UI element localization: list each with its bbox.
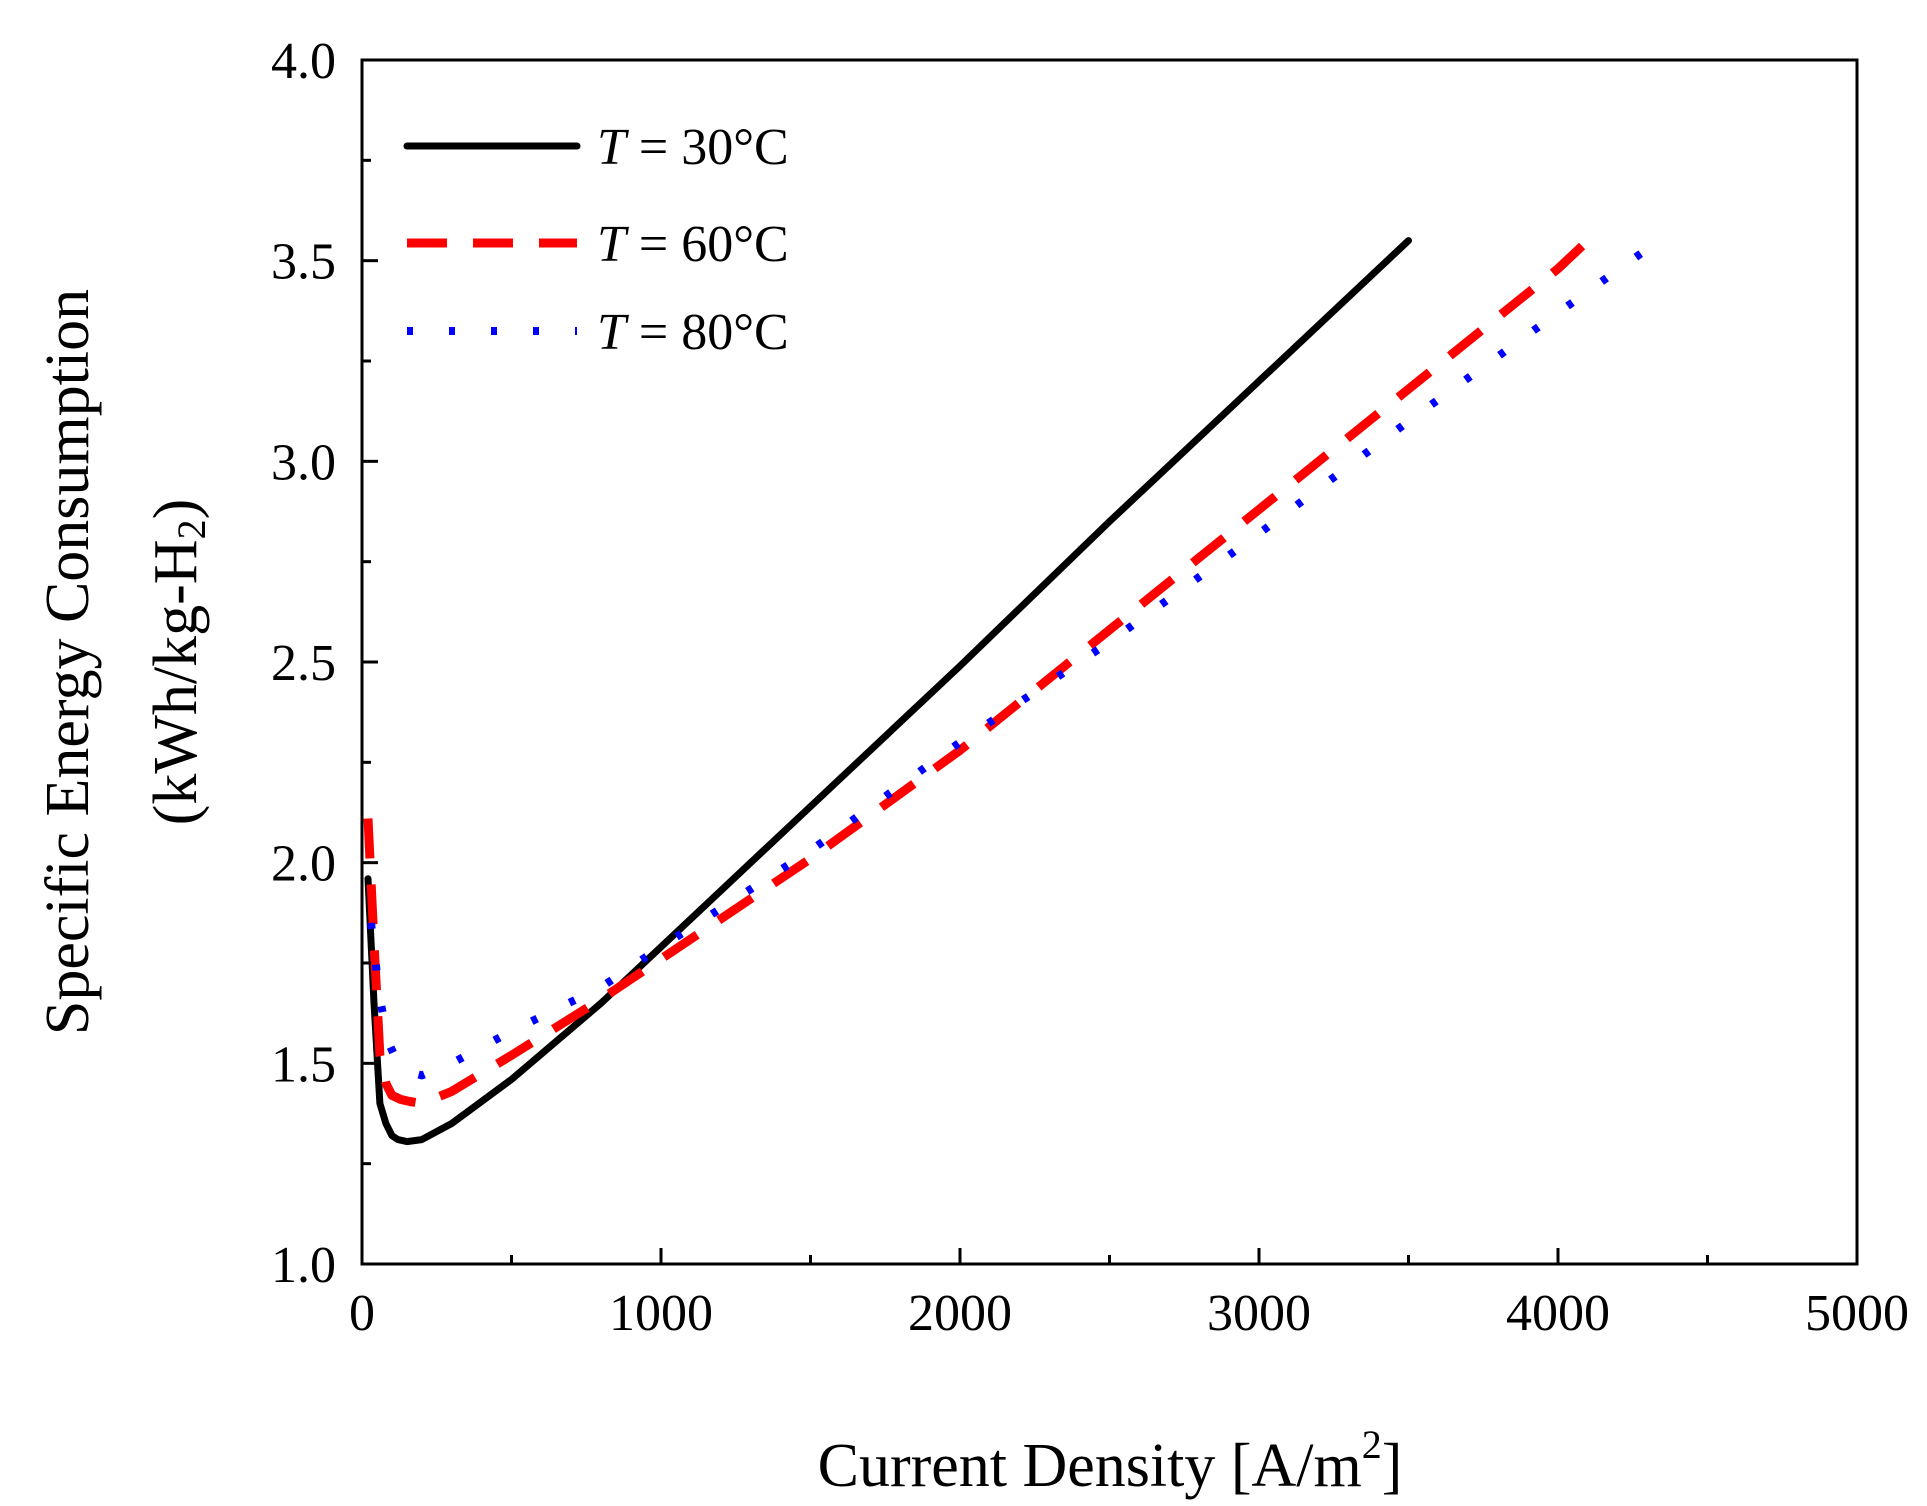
series-layer [363,237,1651,1146]
series-line-2 [367,245,1651,1080]
x-axis-title-main: Current Density [A/m [818,1432,1362,1500]
y-tick-label-5: 3.5 [271,234,336,291]
y-axis-title-line2-main: (kWh/kg-H [142,539,210,825]
y-tick-label-2: 2.0 [271,836,336,893]
x-axis-title: Current Density [A/m2] [818,1422,1403,1500]
legend-rest-60c: = 60°C [626,216,789,273]
y-tick-label-3: 2.5 [271,635,336,692]
y-axis-title-2: (kWh/kg-H2) [142,499,214,825]
legend: T = 30°C T = 60°C T = 80°C [403,119,789,361]
y-axis-title: Specific Energy Consumption [34,289,102,1035]
legend-label-80c: T = 80°C [597,304,789,361]
x-tick-label-3: 3000 [1207,1285,1311,1342]
legend-var-60c: T [597,216,629,273]
legend-label-60c: T = 60°C [597,216,789,273]
tick-layer [360,58,1859,1266]
x-tick-label-1: 1000 [609,1285,713,1342]
x-axis-title-tail: ] [1382,1432,1403,1500]
x-tick-label-5: 5000 [1805,1285,1909,1342]
series-line-1 [363,237,1591,1108]
y-tick-label-6: 4.0 [271,33,336,90]
plot-frame [360,58,1859,1266]
legend-var-30c: T [597,119,629,176]
y-axis-title-line1: Specific Energy Consumption [34,289,102,1035]
legend-rest-80c: = 80°C [626,304,789,361]
series-line-0 [364,237,1412,1146]
x-tick-label-0: 0 [349,1285,375,1342]
x-axis-title-superscript: 2 [1362,1422,1382,1467]
legend-var-80c: T [597,304,629,361]
x-tick-label-2: 2000 [908,1285,1012,1342]
y-axis-title-line2: (kWh/kg-H2) [142,499,214,825]
y-tick-label-1: 1.5 [271,1036,336,1093]
y-tick-label-0: 1.0 [271,1237,336,1294]
tick-label-layer: 0 1000 2000 3000 4000 5000 1.0 1.5 2.0 2.5 3.0 3.5 4… [271,33,1909,1342]
legend-label-30c: T = 30°C [597,119,789,176]
x-tick-label-4: 4000 [1506,1285,1610,1342]
y-tick-label-4: 3.0 [271,434,336,491]
legend-rest-30c: = 30°C [626,119,789,176]
y-axis-title-line2-subscript: 2 [169,519,214,539]
y-axis-title-line2-tail: ) [142,499,210,520]
